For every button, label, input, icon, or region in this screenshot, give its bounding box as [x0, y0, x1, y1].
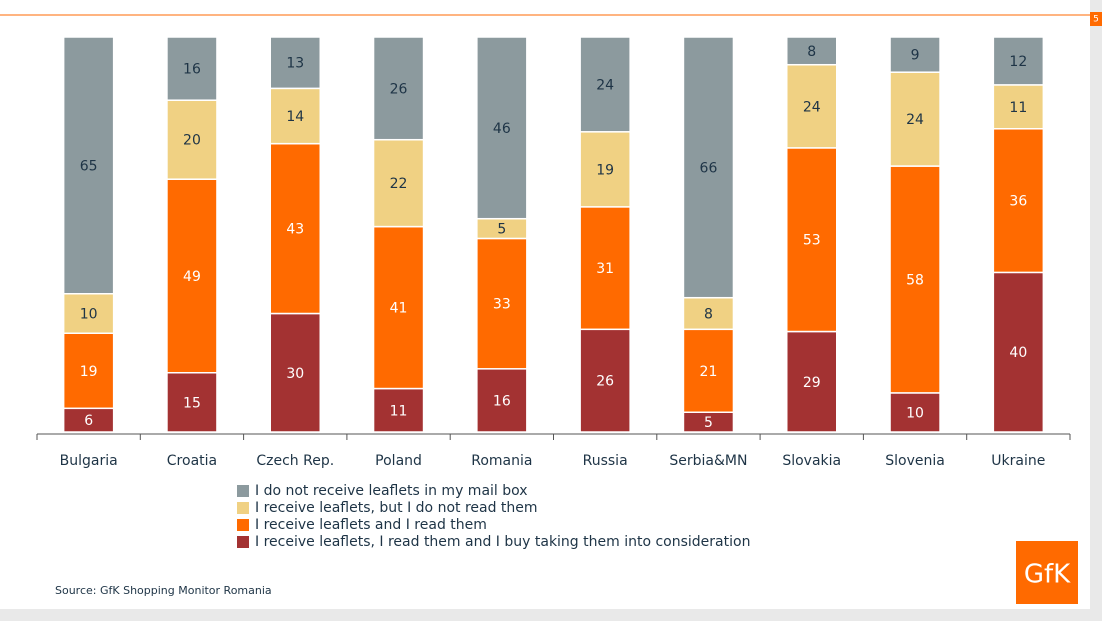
logo: GfK [1024, 560, 1071, 590]
bar-segment [372, 225, 425, 390]
legend-swatch [237, 536, 249, 548]
bar-segment [372, 36, 425, 141]
data-label: 11 [1009, 100, 1027, 116]
bar-segment [476, 36, 528, 220]
legend-label: I receive leaflets, I read them and I bu… [255, 534, 750, 550]
bar-segment [682, 328, 735, 413]
bar-segment [682, 296, 735, 331]
data-label: 6 [84, 413, 93, 429]
bar-segment [579, 131, 631, 208]
bar-segment [579, 328, 631, 433]
data-label: 22 [390, 176, 408, 192]
bar-segment [269, 142, 321, 315]
data-label: 20 [183, 133, 201, 149]
bar-segment [62, 332, 115, 410]
bar-segment [62, 293, 115, 334]
bar-segment [269, 36, 321, 90]
data-label: 8 [807, 44, 816, 60]
data-label: 11 [390, 403, 408, 419]
data-label: 53 [803, 233, 821, 249]
data-label: 41 [390, 301, 408, 317]
data-label: 43 [286, 222, 304, 238]
legend-swatch [237, 519, 249, 531]
bar-segment [992, 36, 1045, 86]
x-tick-label: Bulgaria [60, 453, 118, 469]
data-label: 24 [906, 112, 924, 128]
data-label: 29 [803, 375, 821, 391]
x-tick-label: Serbia&MN [669, 453, 747, 469]
bar-segment [372, 138, 425, 228]
bar-segment [269, 312, 321, 433]
data-label: 5 [704, 415, 713, 431]
bar-segment [476, 368, 528, 433]
x-tick-label: Ukraine [991, 453, 1045, 469]
data-label: 10 [80, 307, 98, 323]
data-label: 49 [183, 269, 201, 285]
bar-segment [992, 128, 1045, 274]
bar-segment [166, 372, 218, 433]
data-label: 15 [183, 395, 201, 411]
bar-segment [992, 271, 1045, 433]
x-tick-label: Slovakia [782, 453, 841, 469]
data-label: 16 [183, 62, 201, 78]
data-label: 16 [493, 393, 511, 409]
bar-segment [889, 392, 941, 433]
page-number: 5 [1093, 15, 1099, 25]
data-label: 21 [700, 364, 718, 380]
x-tick-label: Croatia [167, 453, 217, 469]
bar-segment [682, 36, 735, 299]
data-label: 26 [596, 374, 614, 390]
data-label: 14 [286, 109, 304, 125]
data-label: 19 [596, 162, 614, 178]
data-label: 26 [390, 81, 408, 97]
data-label: 13 [286, 56, 304, 72]
logo-box [1016, 541, 1078, 604]
data-label: 24 [596, 77, 614, 93]
data-label: 8 [704, 307, 713, 323]
data-label: 58 [906, 272, 924, 288]
bar-segment [889, 71, 941, 167]
data-label: 10 [906, 405, 924, 421]
legend-label: I do not receive leaflets in my mail box [255, 483, 528, 499]
legend-label: I receive leaflets and I read them [255, 517, 487, 533]
data-label: 66 [700, 160, 718, 176]
bar-segment [372, 387, 425, 433]
legend-swatch [237, 485, 249, 497]
bar-segment [166, 99, 218, 180]
source: Source: GfK Shopping Monitor Romania [55, 584, 272, 597]
x-tick-label: Russia [583, 453, 628, 469]
bar-segment [992, 84, 1045, 130]
bar-segment [579, 36, 631, 133]
data-label: 5 [497, 222, 506, 238]
bar-segment [579, 206, 631, 331]
data-label: 24 [803, 99, 821, 115]
data-label: 65 [80, 158, 98, 174]
data-label: 36 [1009, 194, 1027, 210]
data-label: 31 [596, 261, 614, 277]
data-label: 9 [911, 48, 920, 64]
x-tick-label: Poland [375, 453, 422, 469]
data-label: 12 [1009, 54, 1027, 70]
bar-segment [786, 63, 838, 149]
data-label: 46 [493, 121, 511, 137]
x-tick-label: Romania [471, 453, 532, 469]
bar-segment [62, 36, 115, 295]
bar-segment [889, 36, 941, 73]
data-label: 40 [1009, 345, 1027, 361]
bar-segment [476, 237, 528, 370]
legend-label: I receive leaflets, but I do not read th… [255, 500, 538, 516]
bar-segment [786, 36, 838, 66]
page-badge [1090, 12, 1102, 26]
x-tick-label: Slovenia [885, 453, 945, 469]
x-tick-label: Czech Rep. [256, 453, 334, 469]
bar-segment [889, 165, 941, 394]
data-label: 33 [493, 297, 511, 313]
data-label: 19 [80, 364, 98, 380]
legend-swatch [237, 502, 249, 514]
bar-segment [166, 36, 218, 101]
data-label: 30 [286, 366, 304, 382]
bar-segment [269, 87, 321, 145]
